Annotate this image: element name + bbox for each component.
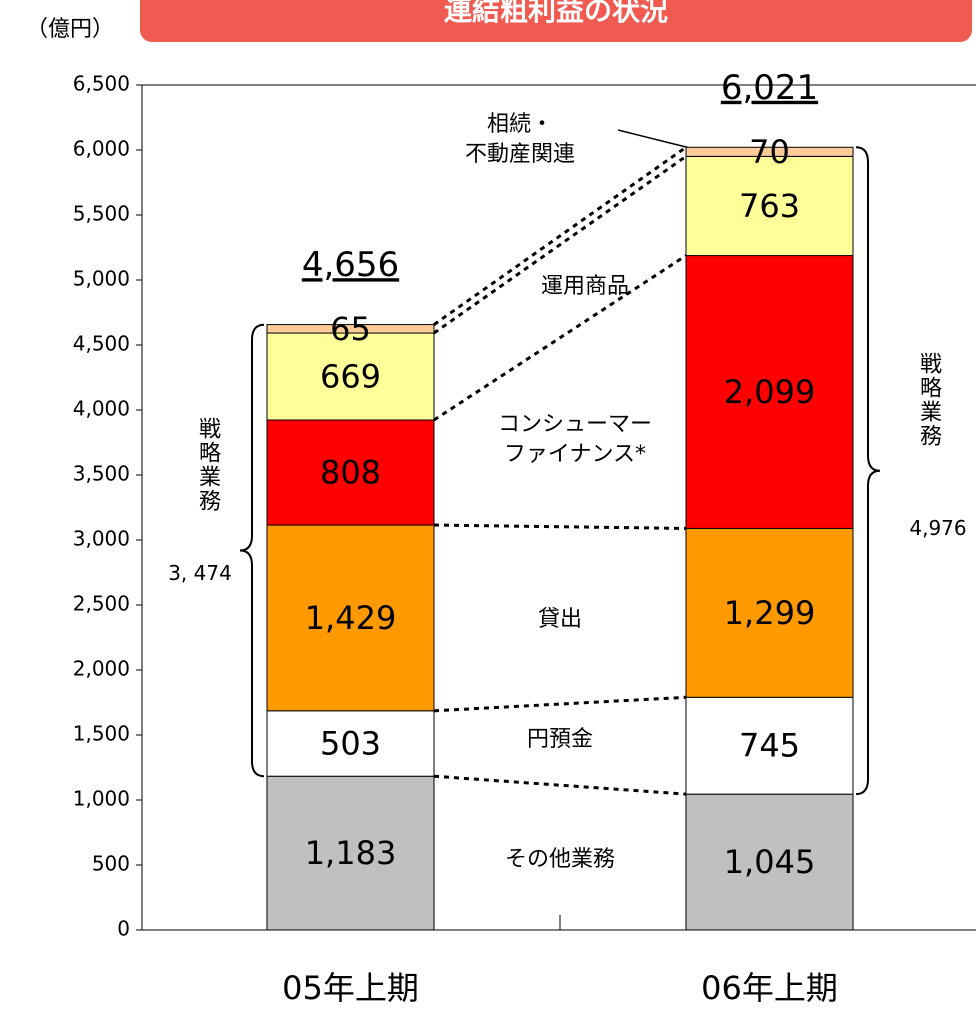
series-label: 貸出 [537, 607, 583, 632]
bar-segment [266, 324, 435, 334]
strategic-total: 4,976 [909, 516, 967, 540]
connector [433, 155, 687, 335]
series-label: 円預金 [526, 727, 594, 752]
bar-segment [685, 146, 854, 157]
unit-label: （億円） [26, 17, 114, 42]
value-label: 70 [749, 133, 790, 171]
value-label: 503 [320, 725, 381, 763]
value-label: 1,299 [724, 594, 816, 632]
series-label: 相続・ 不動産関連 [464, 112, 576, 167]
y-tick-label: 2,500 [73, 592, 130, 616]
strategic-label: 戦略業務 [916, 352, 941, 448]
value-label: 808 [320, 454, 381, 492]
brace [855, 146, 881, 796]
y-tick-label: 5,500 [73, 202, 130, 226]
connector [433, 254, 687, 422]
annotation-line [617, 129, 691, 149]
connector [433, 695, 687, 713]
bar-segment [266, 524, 435, 712]
bar-segment [266, 332, 435, 421]
y-tick-label: 500 [92, 852, 130, 876]
y-tick-label: 4,000 [73, 397, 130, 421]
x-tick-label: 05年上期 [282, 969, 419, 1007]
y-tick-label: 0 [117, 917, 130, 941]
y-tick-label: 2,000 [73, 657, 130, 681]
brace [239, 323, 265, 778]
value-label: 1,429 [305, 599, 397, 637]
connector [433, 774, 687, 796]
y-tick-label: 3,000 [73, 527, 130, 551]
strategic-total: 3, 474 [168, 561, 232, 585]
value-label: 745 [739, 727, 800, 765]
total-label: 4,656 [302, 245, 399, 285]
series-label: コンシューマー ファイナンス* [497, 412, 653, 467]
bar-segment [266, 710, 435, 777]
y-tick-label: 6,500 [73, 72, 130, 96]
chart-title: 連結粗利益の状況 [444, 0, 668, 27]
y-tick-label: 4,500 [73, 332, 130, 356]
bar-segment [685, 696, 854, 795]
title-box [140, 0, 972, 42]
y-tick-label: 1,500 [73, 722, 130, 746]
y-tick-label: 3,500 [73, 462, 130, 486]
value-label: 65 [330, 310, 371, 348]
connector [433, 146, 687, 326]
series-label: 運用商品 [540, 274, 630, 299]
value-label: 1,045 [724, 843, 816, 881]
value-label: 1,183 [305, 834, 397, 872]
strategic-label: 戦略業務 [195, 417, 220, 513]
y-tick-label: 5,000 [73, 267, 130, 291]
x-tick-label: 06年上期 [701, 969, 838, 1007]
y-tick-label: 6,000 [73, 137, 130, 161]
value-label: 2,099 [724, 373, 816, 411]
y-tick-label: 1,000 [73, 787, 130, 811]
bar-segment [685, 793, 854, 931]
bar-segment [266, 419, 435, 526]
series-label: その他業務 [504, 847, 616, 872]
total-label: 6,021 [721, 68, 818, 108]
bar-segment [685, 155, 854, 257]
value-label: 669 [320, 358, 381, 396]
value-label: 763 [739, 187, 800, 225]
connector [433, 523, 687, 530]
bar-segment [685, 527, 854, 698]
bar-segment [266, 775, 435, 931]
